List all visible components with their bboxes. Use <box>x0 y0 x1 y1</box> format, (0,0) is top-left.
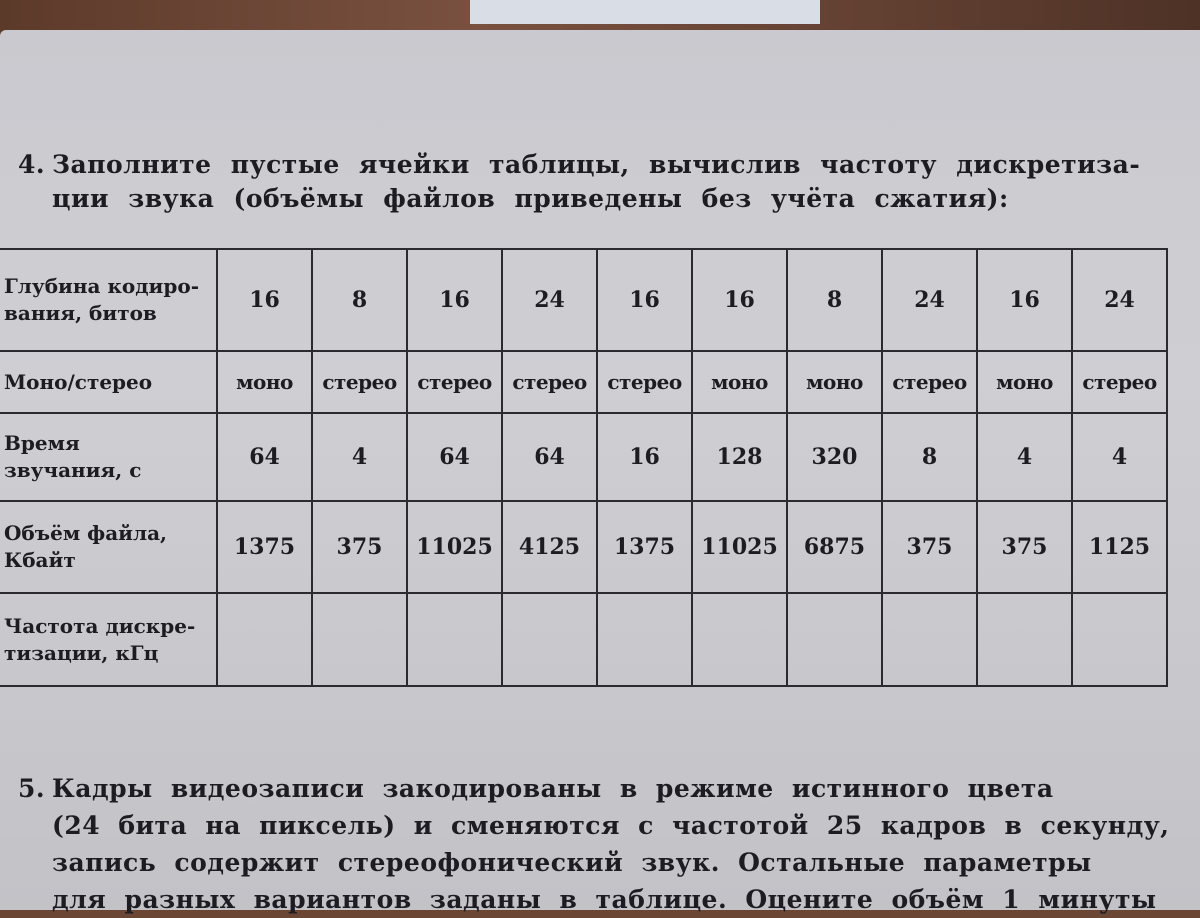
task-4: 4. Заполните пустые ячейки таблицы, вычис… <box>18 148 1140 216</box>
table-cell: моно <box>216 350 313 414</box>
table-cell: моно <box>691 350 788 414</box>
table-cell: 375 <box>976 500 1073 594</box>
row-label-line: Кбайт <box>4 548 76 572</box>
table-cell: 6875 <box>786 500 883 594</box>
task-5-line-3: запись содержит стереофонический звук. О… <box>52 848 1092 877</box>
table-cell: 24 <box>501 248 598 352</box>
table-cell: 320 <box>786 412 883 502</box>
table-cell: 64 <box>216 412 313 502</box>
row-label-line: Моно/стерео <box>4 369 153 394</box>
table-cell: 8 <box>881 412 978 502</box>
table-cell: 16 <box>216 248 313 352</box>
row-label-line: вания, битов <box>4 301 157 325</box>
task-4-line-1: Заполните пустые ячейки таблицы, вычисли… <box>52 150 1141 179</box>
empty-answer-cell <box>216 592 313 687</box>
table-cell: 4125 <box>501 500 598 594</box>
task-4-line-2: ции звука (объёмы файлов приведены без у… <box>52 184 1009 213</box>
table-cell: 8 <box>311 248 408 352</box>
table-cell: 16 <box>976 248 1073 352</box>
row-label-line: Время <box>4 431 80 455</box>
row-label-line: Частота дискре- <box>4 613 196 638</box>
task-5-line-2: (24 бита на пиксель) и сменяются с часто… <box>52 811 1170 840</box>
table-cell: 1125 <box>1071 500 1168 594</box>
sampling-rate-table: Глубина кодиро-вания, битов 16 8 16 24 16 16 8 2… <box>0 248 1168 687</box>
table-cell: 375 <box>311 500 408 594</box>
table-cell: моно <box>976 350 1073 414</box>
empty-answer-cell <box>406 592 503 687</box>
row-label-line: тизации, кГц <box>4 640 159 665</box>
table-row: Объём файла, Кбайт 1375 375 11025 4125 1375 110… <box>0 500 1168 594</box>
table-row: Моно/стерео моно стерео стерео стерео стерео м… <box>0 350 1168 414</box>
empty-answer-cell <box>596 592 693 687</box>
table-cell: 16 <box>596 412 693 502</box>
table-cell: стерео <box>406 350 503 414</box>
table-cell: 4 <box>311 412 408 502</box>
table-cell: 16 <box>596 248 693 352</box>
table-cell: 11025 <box>406 500 503 594</box>
task-5-line-1: Кадры видеозаписи закодированы в режиме … <box>52 774 1054 803</box>
table-cell: стерео <box>1071 350 1168 414</box>
table-row: Глубина кодиро-вания, битов 16 8 16 24 16 16 8 2… <box>0 248 1168 352</box>
empty-answer-cell <box>501 592 598 687</box>
row-label: Частота дискре-тизации, кГц <box>0 592 218 687</box>
row-label: Объём файла, Кбайт <box>0 500 218 594</box>
table-cell: 1375 <box>216 500 313 594</box>
row-label: Глубина кодиро-вания, битов <box>0 248 218 352</box>
table-cell: 64 <box>406 412 503 502</box>
empty-answer-cell <box>881 592 978 687</box>
table-cell: 24 <box>881 248 978 352</box>
table-cell: моно <box>786 350 883 414</box>
table-cell: стерео <box>881 350 978 414</box>
table-cell: 16 <box>691 248 788 352</box>
table-row: Частота дискре-тизации, кГц <box>0 592 1168 687</box>
table-cell: 375 <box>881 500 978 594</box>
table-cell: 4 <box>976 412 1073 502</box>
table-row: Время звучания, с 64 4 64 64 16 128 320 8 4 4 <box>0 412 1168 502</box>
empty-answer-cell <box>311 592 408 687</box>
table-cell: стерео <box>311 350 408 414</box>
empty-answer-cell <box>976 592 1073 687</box>
paper-scrap <box>470 0 820 24</box>
row-label-line: звучания, с <box>4 458 142 482</box>
row-label: Время звучания, с <box>0 412 218 502</box>
task-5: 5. Кадры видеозаписи закодированы в режим… <box>18 770 1169 918</box>
table-cell: 128 <box>691 412 788 502</box>
table-cell: 4 <box>1071 412 1168 502</box>
empty-answer-cell <box>691 592 788 687</box>
table-cell: 24 <box>1071 248 1168 352</box>
table-cell: стерео <box>596 350 693 414</box>
table-cell: стерео <box>501 350 598 414</box>
table-cell: 11025 <box>691 500 788 594</box>
table-cell: 8 <box>786 248 883 352</box>
table-cell: 16 <box>406 248 503 352</box>
row-label-line: Объём файла, <box>4 521 168 545</box>
table-cell: 1375 <box>596 500 693 594</box>
empty-answer-cell <box>1071 592 1168 687</box>
row-label: Моно/стерео <box>0 350 218 414</box>
table-cell: 64 <box>501 412 598 502</box>
row-label-line: Глубина кодиро- <box>4 274 200 298</box>
task-4-number: 4. <box>18 150 46 179</box>
empty-answer-cell <box>786 592 883 687</box>
task-5-number: 5. <box>18 774 46 803</box>
